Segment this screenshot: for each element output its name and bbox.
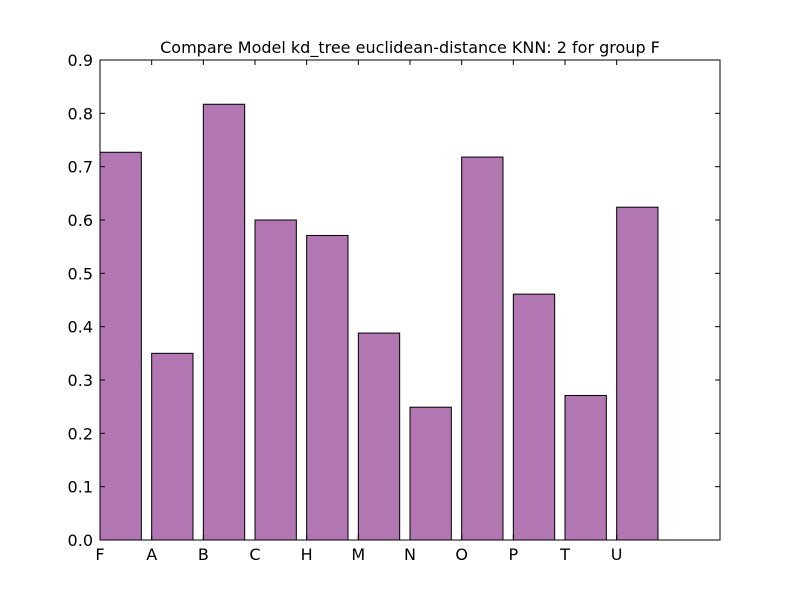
bar-T (564, 394, 607, 541)
x-tick-label-H: H (301, 545, 313, 564)
bar-H (306, 234, 349, 541)
y-tick-label: 0.1 (68, 478, 93, 497)
y-tick-label: 0.4 (68, 318, 93, 337)
x-tick-label-O: O (455, 545, 468, 564)
x-tick-label-M: M (351, 545, 365, 564)
x-tick-label-P: P (509, 545, 519, 564)
x-tick-label-T: T (559, 545, 570, 564)
bar-P (512, 293, 556, 541)
bar-M (357, 332, 401, 541)
x-tick-label-A: A (146, 545, 157, 564)
y-tick-label: 0.8 (68, 104, 93, 123)
y-tick-label: 0.7 (68, 158, 93, 177)
y-tick-label: 0.3 (68, 371, 93, 390)
plot-frame (99, 59, 721, 541)
y-tick-label: 0.5 (68, 264, 93, 283)
bars-layer (99, 103, 659, 541)
y-tick-label: 0.0 (68, 531, 93, 550)
bar-F (99, 151, 142, 541)
bar-A (151, 352, 194, 541)
x-tick-label-F: F (95, 545, 104, 564)
y-tick-label: 0.6 (68, 211, 93, 230)
bar-B (202, 103, 246, 541)
x-tick-label-U: U (611, 545, 623, 564)
chart-title: Compare Model kd_tree euclidean-distance… (160, 38, 660, 58)
x-tick-label-B: B (198, 545, 209, 564)
bar-O (461, 156, 504, 541)
y-tick-label: 0.9 (68, 51, 93, 70)
ticks-layer: 0.0 0.1 0.2 0.3 0.4 0.5 0.6 0.7 0.8 0.9 F A B C H M N O P T… (68, 51, 720, 564)
y-tick-label: 0.2 (68, 424, 93, 443)
bar-C (254, 219, 297, 541)
bar-U (616, 206, 659, 541)
bar-N (409, 406, 452, 541)
x-tick-label-C: C (249, 545, 260, 564)
x-tick-label-N: N (404, 545, 416, 564)
